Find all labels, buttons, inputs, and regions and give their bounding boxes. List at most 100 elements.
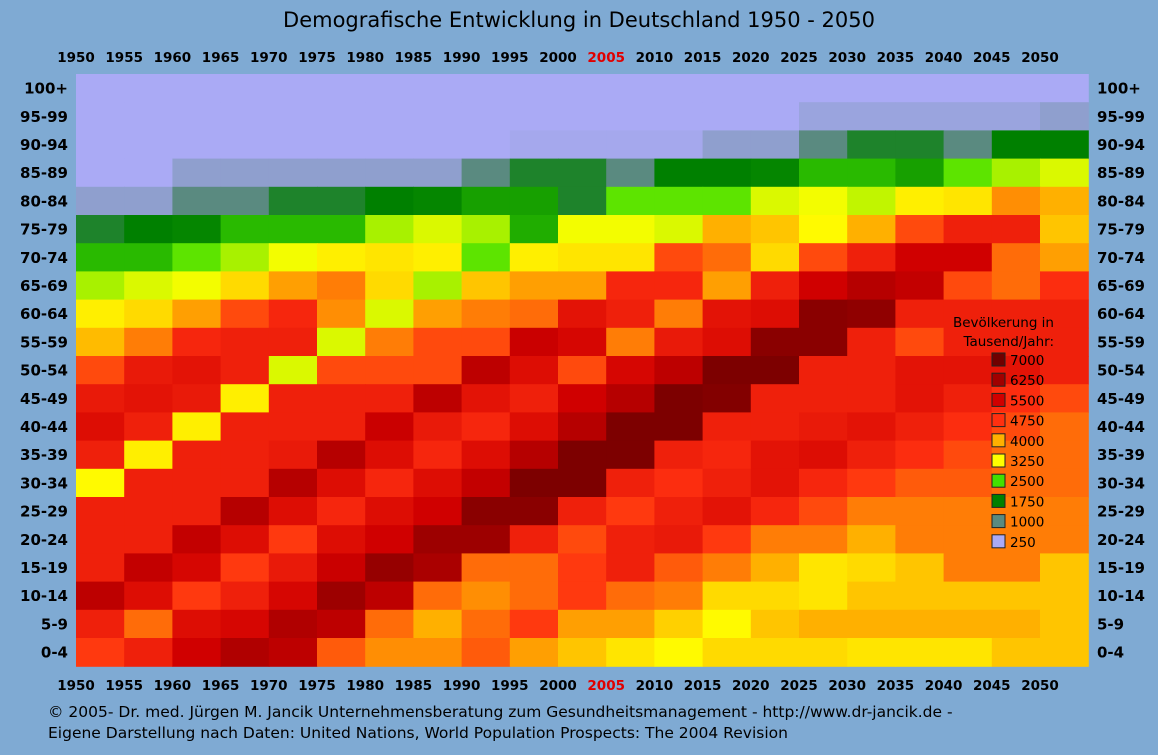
heatmap-cell xyxy=(365,638,414,667)
heatmap-cell xyxy=(268,130,318,160)
heatmap-cell xyxy=(76,497,125,526)
heatmap-cell xyxy=(606,384,655,413)
heatmap-cell xyxy=(558,215,607,244)
heatmap-cell xyxy=(1040,74,1089,103)
heatmap-cell xyxy=(558,327,607,357)
heatmap-cell xyxy=(847,525,896,554)
legend-label: 5500 xyxy=(1010,393,1044,409)
heatmap-cell xyxy=(461,158,511,188)
right-age-label: 90-94 xyxy=(1097,136,1145,154)
heatmap-cell xyxy=(895,186,945,216)
heatmap-cell xyxy=(509,243,559,272)
heatmap-cell xyxy=(1040,581,1089,611)
heatmap-cell xyxy=(895,158,945,188)
legend-title: Bevölkerung in xyxy=(953,315,1054,331)
heatmap-cell xyxy=(702,243,752,272)
heatmap-cell xyxy=(268,440,318,470)
heatmap-cell xyxy=(654,74,704,103)
top-year-label: 1980 xyxy=(346,50,384,66)
heatmap-cell xyxy=(847,609,896,639)
heatmap-cell xyxy=(799,384,848,413)
heatmap-cell xyxy=(220,327,270,357)
heatmap-cell xyxy=(365,243,414,272)
heatmap-cell xyxy=(268,412,318,442)
heatmap-cell xyxy=(268,299,318,329)
heatmap-cell xyxy=(799,102,848,131)
heatmap-cell xyxy=(750,440,800,470)
top-year-label: 1975 xyxy=(298,50,336,66)
left-age-label: 65-69 xyxy=(20,277,68,295)
heatmap-cell xyxy=(268,468,318,498)
heatmap-cell xyxy=(461,74,511,103)
heatmap-cell xyxy=(509,102,559,131)
heatmap-cell xyxy=(1040,384,1089,413)
heatmap-cell xyxy=(461,102,511,131)
heatmap-cell xyxy=(461,440,511,470)
heatmap-cell xyxy=(317,215,366,244)
heatmap-cell xyxy=(413,102,463,131)
left-age-label: 25-29 xyxy=(20,503,68,521)
heatmap-cell xyxy=(654,102,704,131)
top-year-label: 2040 xyxy=(925,50,963,66)
heatmap-cell xyxy=(365,412,414,442)
heatmap-cell xyxy=(220,609,270,639)
heatmap-cell xyxy=(895,609,945,639)
legend-swatch xyxy=(991,392,1006,407)
heatmap-cell xyxy=(124,609,173,639)
heatmap-cell xyxy=(124,384,173,413)
heatmap-cell xyxy=(991,553,1041,583)
heatmap-cell xyxy=(750,497,800,526)
heatmap-cell xyxy=(1040,609,1089,639)
heatmap-cell xyxy=(268,384,318,413)
heatmap-cell xyxy=(1040,525,1089,554)
heatmap-cell xyxy=(702,327,752,357)
heatmap-cell xyxy=(268,356,318,385)
heatmap-cell xyxy=(558,130,607,160)
heatmap-cell xyxy=(750,581,800,611)
heatmap-cell xyxy=(1040,412,1089,442)
heatmap-cell xyxy=(799,327,848,357)
heatmap-cell xyxy=(799,412,848,442)
heatmap-cell xyxy=(702,525,752,554)
heatmap-cell xyxy=(558,243,607,272)
heatmap-cell xyxy=(606,553,655,583)
bottom-year-label: 2020 xyxy=(732,678,770,694)
heatmap-cell xyxy=(991,186,1041,216)
heatmap-cell xyxy=(76,609,125,639)
heatmap-cell xyxy=(220,553,270,583)
heatmap-cell xyxy=(365,215,414,244)
heatmap-cell xyxy=(750,130,800,160)
heatmap-cell xyxy=(558,581,607,611)
heatmap-cell xyxy=(461,299,511,329)
heatmap-cell xyxy=(654,497,704,526)
heatmap-cell xyxy=(943,102,993,131)
heatmap-cell xyxy=(268,497,318,526)
legend-label: 1000 xyxy=(1010,515,1044,531)
heatmap-cell xyxy=(991,609,1041,639)
bottom-year-label: 1960 xyxy=(154,678,192,694)
heatmap-cell xyxy=(606,186,655,216)
right-age-label: 10-14 xyxy=(1097,587,1145,605)
heatmap-cell xyxy=(847,186,896,216)
heatmap-cell xyxy=(76,271,125,301)
heatmap-cell xyxy=(268,243,318,272)
bottom-year-label: 2025 xyxy=(780,678,818,694)
heatmap-cell xyxy=(461,609,511,639)
heatmap-cell xyxy=(509,412,559,442)
heatmap-cell xyxy=(220,440,270,470)
heatmap-cell xyxy=(1040,243,1089,272)
top-year-label: 1950 xyxy=(57,50,95,66)
heatmap-cell xyxy=(895,581,945,611)
heatmap-cell xyxy=(461,130,511,160)
heatmap-cell xyxy=(317,468,366,498)
heatmap-cell xyxy=(895,271,945,301)
heatmap-cell xyxy=(461,553,511,583)
heatmap-cell xyxy=(509,215,559,244)
heatmap-cell xyxy=(991,158,1041,188)
right-age-label: 85-89 xyxy=(1097,164,1145,182)
bottom-year-label: 1990 xyxy=(443,678,481,694)
heatmap-cell xyxy=(509,440,559,470)
heatmap-cell xyxy=(124,327,173,357)
heatmap-cell xyxy=(558,553,607,583)
top-year-label: 2000 xyxy=(539,50,577,66)
